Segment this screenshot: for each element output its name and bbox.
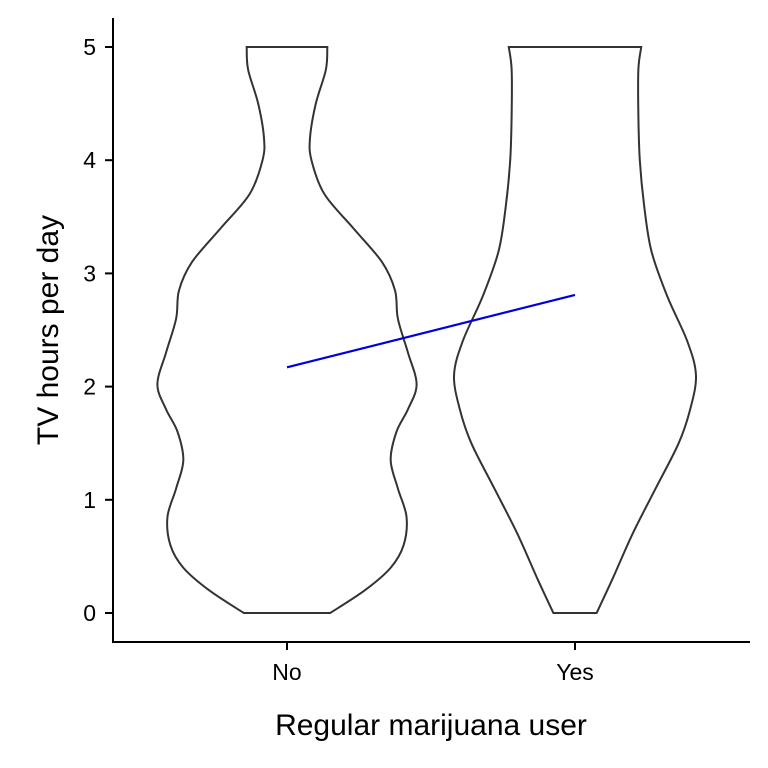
x-tick-label: No bbox=[272, 659, 301, 685]
y-tick-label: 4 bbox=[83, 147, 96, 173]
x-tick-label: Yes bbox=[556, 659, 594, 685]
y-tick-label: 5 bbox=[83, 34, 96, 60]
x-axis: No Yes bbox=[112, 641, 750, 685]
violin-yes bbox=[453, 46, 697, 614]
x-ticks: No Yes bbox=[272, 642, 594, 685]
x-axis-title: Regular marijuana user bbox=[275, 709, 587, 742]
trend-line-group bbox=[286, 293, 576, 369]
trend-line bbox=[286, 293, 576, 369]
y-tick-label: 1 bbox=[83, 487, 96, 513]
violins bbox=[156, 46, 697, 614]
y-ticks: 0 1 2 3 4 5 bbox=[83, 34, 113, 626]
y-axis: 0 1 2 3 4 5 bbox=[83, 18, 114, 642]
y-tick-label: 3 bbox=[83, 260, 96, 286]
y-axis-title: TV hours per day bbox=[32, 215, 65, 445]
y-tick-label: 0 bbox=[83, 600, 96, 626]
violin-no bbox=[156, 46, 418, 614]
y-tick-label: 2 bbox=[83, 374, 96, 400]
